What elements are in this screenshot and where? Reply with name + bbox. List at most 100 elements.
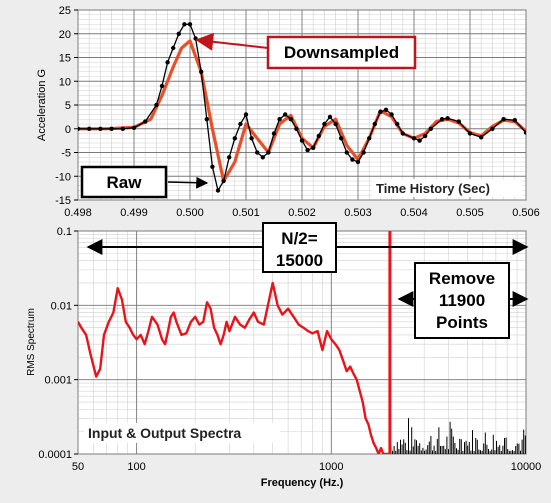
time-history-label: Time History (Sec) (376, 181, 490, 196)
series-spectrum (78, 281, 526, 454)
y-tick-label: 0.001 (44, 375, 72, 387)
x-tick-label: 0.499 (120, 207, 148, 219)
raw-point (159, 83, 165, 89)
remove-callout-box (414, 262, 510, 339)
y-tick-label: 15 (59, 53, 71, 65)
raw-point (445, 116, 450, 121)
raw-point (215, 188, 221, 193)
y-tick-label: -5 (61, 148, 71, 160)
raw-arrow (167, 176, 209, 189)
raw-point (294, 126, 299, 131)
y-tick-label: 0.0001 (38, 449, 72, 461)
raw-point (187, 22, 193, 27)
spectrum-line (78, 281, 390, 454)
raw-point (109, 126, 114, 131)
raw-point (316, 133, 321, 139)
raw-point (243, 112, 249, 117)
y-tick-label: 0.1 (57, 226, 72, 238)
raw-point (199, 69, 204, 75)
raw-point (232, 136, 237, 141)
spectrum-chart: 50 100 1000 10000 0.1 0.01 0.001 0.0001 RMS Sp… (26, 222, 541, 489)
n-half-callout-box (262, 222, 337, 273)
n-half-callout-line2: 15000 (276, 251, 323, 270)
raw-point (204, 117, 209, 122)
raw-point (339, 136, 344, 141)
y-axis-label-spectrum: RMS Spectrum (26, 308, 37, 376)
raw-point (238, 121, 243, 127)
y-tick-labels-spectrum: 0.1 0.01 0.001 0.0001 (38, 226, 78, 461)
raw-point (176, 31, 181, 36)
y-tick-label: 0 (65, 124, 71, 136)
remove-callout-line1: Remove (429, 269, 495, 288)
y-tick-label: -10 (55, 171, 71, 183)
raw-point (428, 126, 433, 131)
raw-point (361, 150, 366, 155)
x-tick-labels-spectrum: 50 100 1000 10000 (72, 461, 541, 473)
raw-point (378, 109, 383, 115)
raw-point (154, 102, 159, 108)
raw-point (512, 118, 517, 123)
remove-callout-line3: Points (436, 313, 488, 332)
x-tick-label: 0.506 (512, 207, 540, 219)
x-tick-label: 100 (127, 461, 145, 473)
x-tick-label: 0.502 (288, 207, 316, 219)
raw-point (439, 117, 445, 122)
raw-point (367, 136, 372, 141)
remove-callout-line2: 11900 (439, 291, 485, 310)
y-axis-label-time: Acceleration G (36, 69, 48, 141)
n-half-callout-line1: N/2= (281, 229, 317, 248)
raw-point (288, 117, 293, 122)
raw-point (98, 126, 103, 131)
raw-point (78, 126, 81, 131)
x-tick-label: 50 (72, 461, 84, 473)
downsampled-callout-label: Downsampled (284, 43, 399, 62)
downsampled-arrow (195, 32, 269, 51)
raw-point (305, 147, 310, 153)
raw-point (143, 119, 148, 124)
x-tick-label: 0.500 (176, 207, 204, 219)
raw-point (523, 130, 526, 135)
raw-point (299, 138, 305, 143)
raw-point (333, 121, 338, 127)
raw-point (423, 133, 428, 139)
x-tick-label: 0.504 (400, 207, 428, 219)
series-time (78, 22, 526, 193)
raw-point (417, 138, 422, 143)
raw-point (490, 126, 495, 131)
raw-point (355, 159, 361, 165)
raw-point (411, 136, 417, 141)
time-history-label-bg (372, 179, 522, 197)
y-tick-labels-time: 25 20 15 10 5 0 -5 -10 -15 (55, 5, 78, 207)
y-tick-label: 20 (59, 29, 71, 41)
raw-callout-box (80, 165, 168, 199)
removed-points-spectrum (390, 418, 526, 454)
downsampled-callout-box (266, 35, 417, 70)
raw-point (389, 112, 394, 117)
raw-point (372, 121, 377, 127)
x-tick-label: 1000 (319, 461, 343, 473)
raw-point (322, 121, 327, 127)
raw-point (283, 112, 288, 117)
raw-point (383, 107, 389, 113)
raw-point (271, 131, 277, 136)
raw-point (165, 60, 170, 65)
raw-point (171, 45, 176, 51)
raw-point (501, 117, 506, 122)
spectra-label: Input & Output Spectra (88, 425, 241, 441)
raw-point (479, 135, 484, 140)
x-tick-label: 0.501 (232, 207, 260, 219)
x-axis-label-spectrum: Frequency (Hz.) (261, 477, 344, 489)
raw-point (221, 178, 226, 184)
raw-point (131, 125, 137, 130)
raw-point (467, 131, 473, 136)
raw-point (456, 119, 461, 124)
y-tick-label: -15 (55, 195, 71, 207)
raw-point (277, 117, 282, 122)
raw-point (255, 150, 260, 155)
y-tick-label: 0.01 (51, 300, 72, 312)
x-tick-label: 10000 (511, 461, 542, 473)
raw-point (311, 145, 316, 150)
spectra-label-bg (84, 423, 280, 443)
